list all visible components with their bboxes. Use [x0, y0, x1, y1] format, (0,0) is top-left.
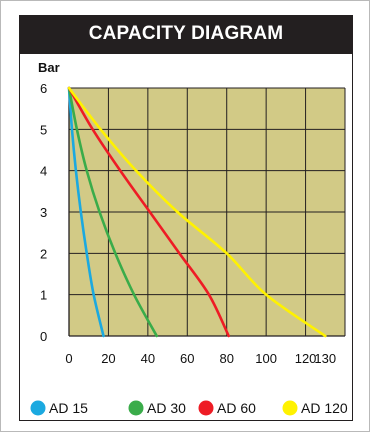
y-tick-label: 5	[40, 122, 47, 137]
y-tick-label: 0	[40, 329, 47, 344]
x-tick-label: 20	[101, 351, 115, 366]
legend-swatch	[30, 400, 46, 416]
series-line-ad-30	[67, 86, 159, 338]
y-tick-label: 4	[40, 164, 47, 179]
y-tick-label: 2	[40, 246, 47, 261]
legend-item: AD 30	[128, 400, 186, 416]
x-tick-label: 80	[219, 351, 233, 366]
x-tick-label: 40	[141, 351, 155, 366]
x-tick-label: 130	[314, 351, 336, 366]
legend: AD 15 AD 30 AD 60 AD 120	[30, 400, 348, 416]
legend-swatch	[128, 400, 144, 416]
series-lines	[67, 86, 327, 338]
x-tick-label: 120	[295, 351, 317, 366]
y-tick-label: 1	[40, 288, 47, 303]
legend-label: AD 120	[301, 400, 348, 416]
legend-label: AD 60	[217, 400, 256, 416]
x-tick-label: 0	[65, 351, 72, 366]
legend-swatch	[282, 400, 298, 416]
chart-title: CAPACITY DIAGRAM	[19, 15, 353, 53]
legend-label: AD 30	[147, 400, 186, 416]
legend-item: AD 15	[30, 400, 88, 416]
legend-item: AD 60	[198, 400, 256, 416]
y-axis-title: Bar	[38, 60, 60, 75]
legend-swatch	[198, 400, 214, 416]
x-tick-label: 60	[180, 351, 194, 366]
legend-label: AD 15	[49, 400, 88, 416]
y-tick-label: 3	[40, 205, 47, 220]
series-line-ad-120	[67, 86, 327, 338]
plot-area	[69, 87, 346, 336]
legend-item: AD 120	[282, 400, 348, 416]
x-tick-label: 100	[255, 351, 277, 366]
series-line-ad-15	[67, 86, 105, 338]
series-line-ad-60	[67, 86, 230, 338]
y-tick-label: 6	[40, 81, 47, 96]
